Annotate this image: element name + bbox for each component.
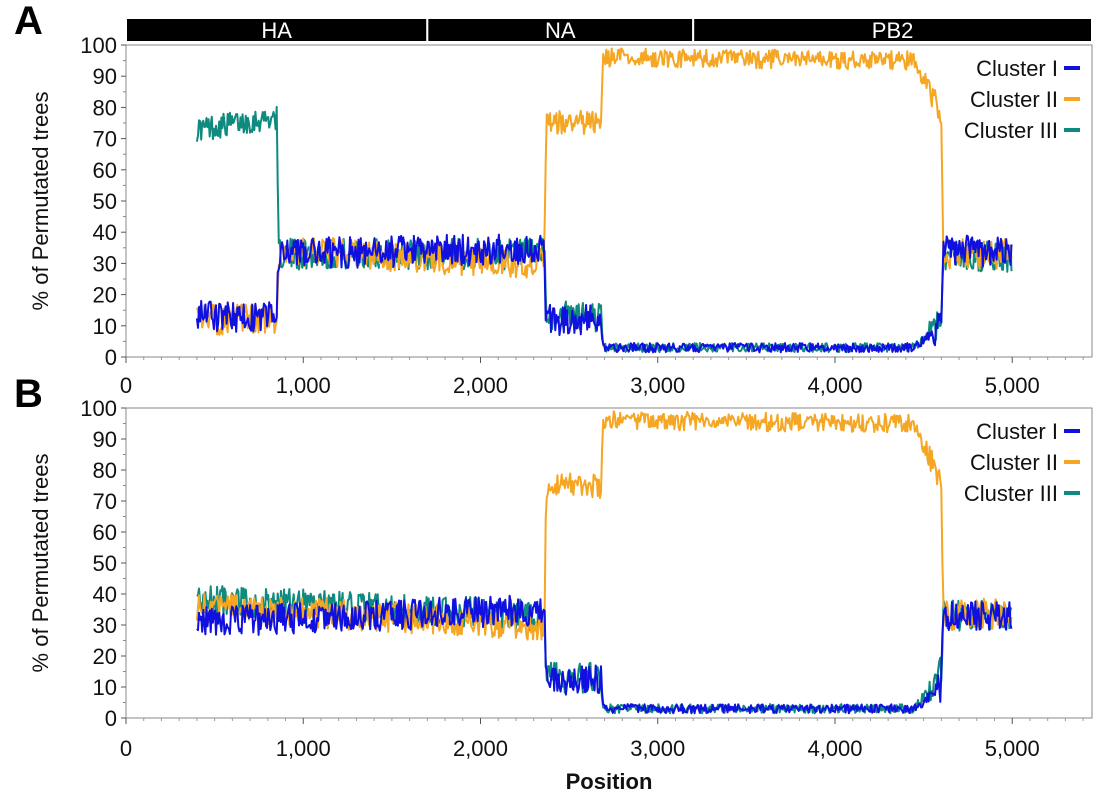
y-tick-label: 0: [105, 345, 117, 370]
x-tick-label: 2,000: [453, 373, 508, 398]
y-tick-label: 10: [93, 675, 117, 700]
x-tick-label: 1,000: [276, 373, 331, 398]
y-tick-label: 50: [93, 551, 117, 576]
legend: Cluster I Cluster II Cluster III: [964, 56, 1080, 143]
y-tick-label: 40: [93, 220, 117, 245]
series-lines: [195, 410, 1013, 715]
y-tick-label: 20: [93, 283, 117, 308]
x-tick-label: 0: [120, 373, 132, 398]
gene-segment-ha: [125, 17, 429, 43]
x-tick-label: 0: [120, 736, 132, 761]
legend-label: Cluster I: [976, 419, 1058, 444]
y-tick-label: 60: [93, 158, 117, 183]
series-lines: [195, 47, 1013, 354]
y-tick-label: 0: [105, 706, 117, 731]
gene-segment-bar: HA NA PB2: [125, 17, 1094, 43]
x-tick-label: 2,000: [453, 736, 508, 761]
series-line-cluster-ii: [195, 410, 1013, 641]
y-tick-label: 40: [93, 582, 117, 607]
y-tick-label: 30: [93, 251, 117, 276]
y-tick-label: 100: [80, 396, 117, 421]
legend-label: Cluster III: [964, 118, 1058, 143]
y-tick-label: 60: [93, 520, 117, 545]
gene-segment-label: PB2: [872, 18, 914, 43]
panel-label: B: [14, 372, 43, 416]
panel-a: A HA NA PB2 0 10 20 30 40 50 60 70 80 90 100 0 1,000 2,00…: [14, 0, 1094, 398]
gene-segment-pb2: [692, 17, 1094, 43]
y-tick-label: 50: [93, 189, 117, 214]
x-tick-label: 1,000: [276, 736, 331, 761]
y-tick-label: 80: [93, 458, 117, 483]
series-line-cluster-ii: [195, 47, 1013, 336]
x-tick-label: 4,000: [807, 373, 862, 398]
y-axis-label: % of Permutated trees: [28, 454, 53, 673]
series-line-cluster-i: [195, 233, 1013, 354]
y-tick-label: 80: [93, 95, 117, 120]
x-tick-label: 5,000: [985, 736, 1040, 761]
y-tick-label: 20: [93, 644, 117, 669]
y-tick-label: 100: [80, 33, 117, 58]
gene-segment-label: NA: [545, 18, 576, 43]
y-tick-label: 70: [93, 127, 117, 152]
y-tick-label: 70: [93, 489, 117, 514]
gene-segment-label: HA: [261, 18, 292, 43]
y-tick-label: 90: [93, 427, 117, 452]
y-tick-label: 10: [93, 314, 117, 339]
legend: Cluster I Cluster II Cluster III: [964, 419, 1080, 506]
x-tick-label: 3,000: [630, 736, 685, 761]
series-line-cluster-iii: [195, 105, 1013, 354]
x-tick-label: 4,000: [807, 736, 862, 761]
y-tick-label: 90: [93, 64, 117, 89]
legend-label: Cluster I: [976, 56, 1058, 81]
y-tick-label: 30: [93, 613, 117, 638]
legend-label: Cluster II: [970, 87, 1058, 112]
x-axis-label: Position: [566, 769, 653, 794]
x-tick-label: 5,000: [985, 373, 1040, 398]
legend-label: Cluster II: [970, 450, 1058, 475]
x-tick-label: 3,000: [630, 373, 685, 398]
panel-label: A: [14, 0, 43, 43]
gene-segment-na: [426, 17, 695, 43]
series-line-cluster-i: [196, 594, 1013, 715]
plot-frame: [125, 407, 1093, 719]
legend-label: Cluster III: [964, 481, 1058, 506]
y-axis-label: % of Permutated trees: [28, 92, 53, 311]
